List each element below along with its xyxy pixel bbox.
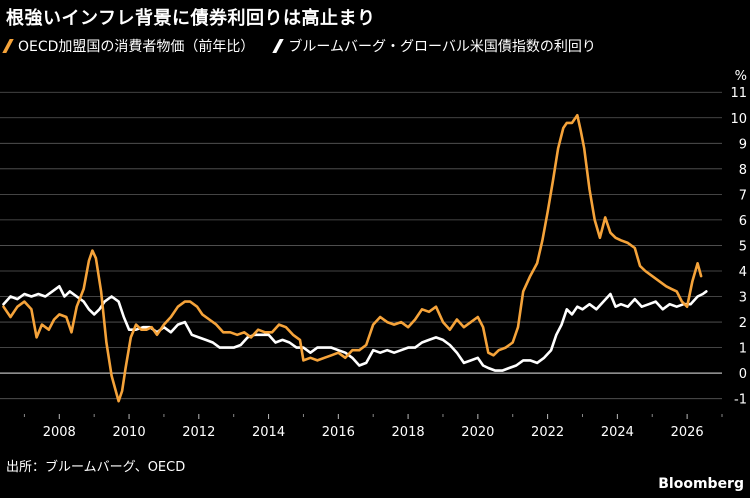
source-note: 出所：ブルームバーグ、OECD (6, 460, 186, 475)
x-tick-label: 2010 (113, 425, 146, 440)
series-line-cpi (2, 113, 703, 403)
y-tick-label: 11 (730, 86, 747, 101)
x-tick-label: 2016 (322, 425, 355, 440)
x-tick-label: 2014 (252, 425, 285, 440)
y-tick-label: 0 (739, 367, 747, 382)
x-tick-label: 2020 (461, 425, 494, 440)
chart-title: 根強いインフレ背景に債券利回りは高止まり (6, 8, 376, 29)
y-tick-label: -1 (734, 393, 747, 408)
y-tick-label: 8 (739, 163, 747, 178)
x-tick-label: 2022 (531, 425, 564, 440)
y-tick-label: 2 (739, 316, 747, 331)
x-tick-label: 2024 (601, 425, 634, 440)
legend-item-cpi: OECD加盟国の消費者物価（前年比） (2, 36, 255, 56)
legend-item-yield: ブルームバーグ・グローバル米国債指数の利回り (272, 36, 596, 56)
legend: OECD加盟国の消費者物価（前年比） ブルームバーグ・グローバル米国債指数の利回… (2, 36, 596, 56)
bloomberg-logo: Bloomberg (658, 476, 744, 492)
x-tick-label: 2018 (392, 425, 425, 440)
y-tick-label: 3 (739, 291, 747, 306)
y-tick-label: 7 (739, 188, 747, 203)
legend-label-yield: ブルームバーグ・グローバル米国債指数の利回り (288, 39, 596, 55)
x-tick-label: 2012 (182, 425, 215, 440)
y-tick-label: 5 (739, 239, 747, 254)
x-tick-label: 2008 (43, 425, 76, 440)
y-tick-label: 10 (730, 112, 747, 127)
legend-swatch-yield (272, 39, 285, 53)
line-chart: -1 0 1 2 3 4 5 6 7 8 9 10 11% 2008 2010 2012 2014 2016 201… (0, 69, 747, 440)
y-tick-label: 6 (739, 214, 747, 229)
legend-swatch-cpi (2, 39, 14, 53)
series-line-yield (2, 285, 708, 372)
x-tick-label: 2026 (671, 425, 704, 440)
y-tick-label: 9 (739, 137, 747, 152)
legend-label-cpi: OECD加盟国の消費者物価（前年比） (18, 39, 255, 55)
y-unit-label: % (735, 69, 747, 84)
y-tick-label: 1 (739, 342, 747, 357)
y-tick-label: 4 (739, 265, 747, 280)
